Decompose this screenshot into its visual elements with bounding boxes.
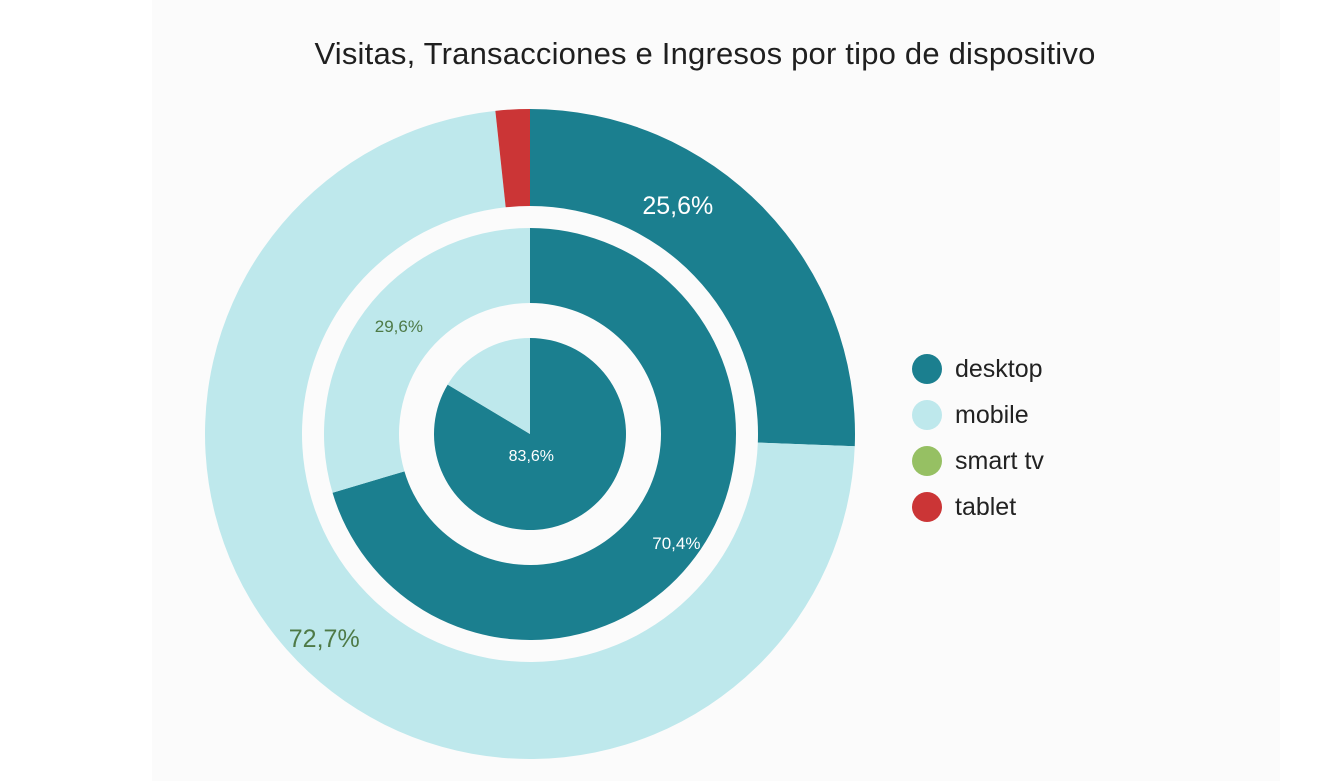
legend-item-tablet[interactable]: tablet: [912, 484, 1044, 530]
legend-label-tablet: tablet: [955, 492, 1017, 521]
data-label-visitas-mobile: 72,7%: [289, 625, 360, 653]
slice-transacciones-mobile: [324, 228, 530, 493]
legend-item-mobile[interactable]: mobile: [912, 392, 1044, 438]
data-label-transacciones-mobile: 29,6%: [375, 317, 423, 336]
slice-visitas-mobile: [205, 110, 855, 760]
legend-label-smart-tv: smart tv: [955, 446, 1044, 475]
legend-item-smart-tv[interactable]: smart tv: [912, 438, 1044, 484]
legend-swatch-tablet: [912, 492, 942, 522]
slice-visitas-desktop: [530, 109, 856, 447]
legend-label-mobile: mobile: [955, 400, 1029, 429]
legend-label-desktop: desktop: [955, 354, 1043, 383]
legend: desktop mobile smart tv tablet: [912, 346, 1044, 530]
legend-swatch-mobile: [912, 400, 942, 430]
data-label-ingresos-desktop: 83,6%: [509, 448, 554, 465]
legend-swatch-desktop: [912, 354, 942, 384]
slice-transacciones-desktop: [332, 228, 736, 640]
rings-group: [205, 109, 856, 760]
slice-visitas-tablet: [495, 109, 530, 208]
slice-ingresos-desktop: [433, 338, 626, 531]
data-labels-group: 25,6% 72,7% 70,4% 29,6% 83,6%: [289, 192, 713, 653]
legend-item-desktop[interactable]: desktop: [912, 346, 1044, 392]
legend-swatch-smart-tv: [912, 446, 942, 476]
data-label-transacciones-desktop: 70,4%: [652, 534, 700, 553]
chart-title: Visitas, Transacciones e Ingresos por ti…: [314, 36, 1096, 71]
slice-ingresos-mobile: [447, 338, 530, 434]
data-label-visitas-desktop: 25,6%: [642, 192, 713, 220]
